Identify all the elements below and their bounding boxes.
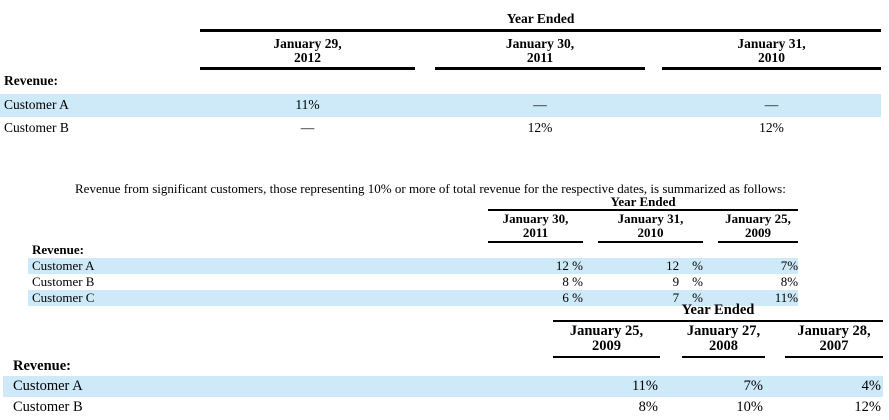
column-header-row: January 29, 2012 January 30, 2011 Januar…: [0, 30, 882, 70]
value-cell: —: [300, 120, 315, 135]
value-cell: 10%: [736, 399, 763, 415]
table-row-customer-b: Customer B 8 % 9 % 8%: [28, 274, 798, 290]
col-header-jan-28-2007: January 28, 2007: [785, 321, 883, 358]
value-cell: 7 %: [672, 290, 703, 305]
table-row-customer-b: Customer B 8% 10% 12%: [3, 397, 883, 418]
intro-paragraph: Revenue from significant customers, thos…: [75, 181, 786, 196]
value-cell: 12 %: [555, 258, 583, 273]
row-label: Customer C: [32, 290, 95, 305]
value-cell: 12 %: [666, 258, 703, 273]
value-cell: 12%: [854, 399, 881, 415]
col-header-jan-25-2009: January 25, 2009: [553, 321, 660, 358]
revenue-section-label: Revenue:: [32, 242, 84, 257]
year-ended-label: Year Ended: [488, 195, 799, 211]
value-cell: 12%: [527, 120, 553, 135]
value-cell: 7%: [743, 378, 763, 394]
table-row-customer-b: Customer B — 12% 12%: [0, 117, 881, 140]
col-header-jan-29-2012: January 29, 2012: [200, 30, 415, 70]
value-cell: 11%: [295, 97, 320, 112]
value-cell: 12%: [759, 120, 784, 135]
table-row-customer-a: Customer A 11% — —: [0, 93, 882, 117]
revenue-concentration-table-fy2012: Year Ended January 29, 2012 January 30, …: [0, 10, 882, 140]
col-header-jan-30-2011: January 30, 2011: [488, 210, 583, 243]
revenue-section-row: Revenue:: [28, 242, 798, 258]
value-cell: —: [764, 97, 779, 112]
row-label: Customer B: [4, 120, 69, 135]
column-header-row: January 25, 2009 January 27, 2008 Januar…: [3, 321, 883, 358]
value-cell: 4%: [861, 378, 881, 394]
value-cell: 6 %: [562, 290, 583, 305]
year-ended-label: Year Ended: [553, 302, 883, 322]
year-ended-row: Year Ended: [3, 302, 883, 322]
year-ended-label: Year Ended: [200, 10, 882, 32]
value-cell: 11%: [631, 378, 658, 394]
col-header-jan-31-2010: January 31, 2010: [662, 30, 882, 70]
table-row-customer-a: Customer A 12 % 12 % 7%: [28, 258, 799, 274]
value-cell: 7%: [780, 258, 799, 273]
row-label: Customer B: [13, 399, 83, 415]
value-cell: 11%: [774, 290, 799, 305]
row-label: Customer A: [32, 258, 95, 273]
revenue-concentration-table-fy2011: Year Ended January 30, 2011 January 31, …: [28, 195, 799, 306]
revenue-section-row: Revenue:: [3, 357, 883, 376]
revenue-concentration-table-fy2009: Year Ended January 25, 2009 January 27, …: [3, 302, 883, 418]
value-cell: —: [533, 97, 547, 112]
col-header-jan-31-2010: January 31, 2010: [598, 210, 703, 243]
col-header-jan-27-2008: January 27, 2008: [682, 321, 765, 358]
col-header-jan-30-2011: January 30, 2011: [435, 30, 645, 70]
year-ended-row: Year Ended: [28, 195, 799, 211]
revenue-section-row: Revenue:: [0, 69, 881, 94]
col-header-jan-25-2009: January 25, 2009: [718, 210, 799, 243]
table-row-customer-a: Customer A 11% 7% 4%: [3, 376, 883, 397]
value-cell: 8%: [638, 399, 658, 415]
revenue-section-label: Revenue:: [4, 73, 58, 88]
revenue-section-label: Revenue:: [13, 358, 71, 374]
row-label: Customer A: [13, 378, 83, 394]
value-cell: 8%: [780, 274, 799, 289]
row-label: Customer A: [4, 97, 69, 112]
year-ended-row: Year Ended: [0, 10, 882, 32]
value-cell: 8 %: [562, 274, 583, 289]
column-header-row: January 30, 2011 January 31, 2010 Januar…: [28, 210, 799, 243]
row-label: Customer B: [32, 274, 95, 289]
value-cell: 9 %: [672, 274, 703, 289]
